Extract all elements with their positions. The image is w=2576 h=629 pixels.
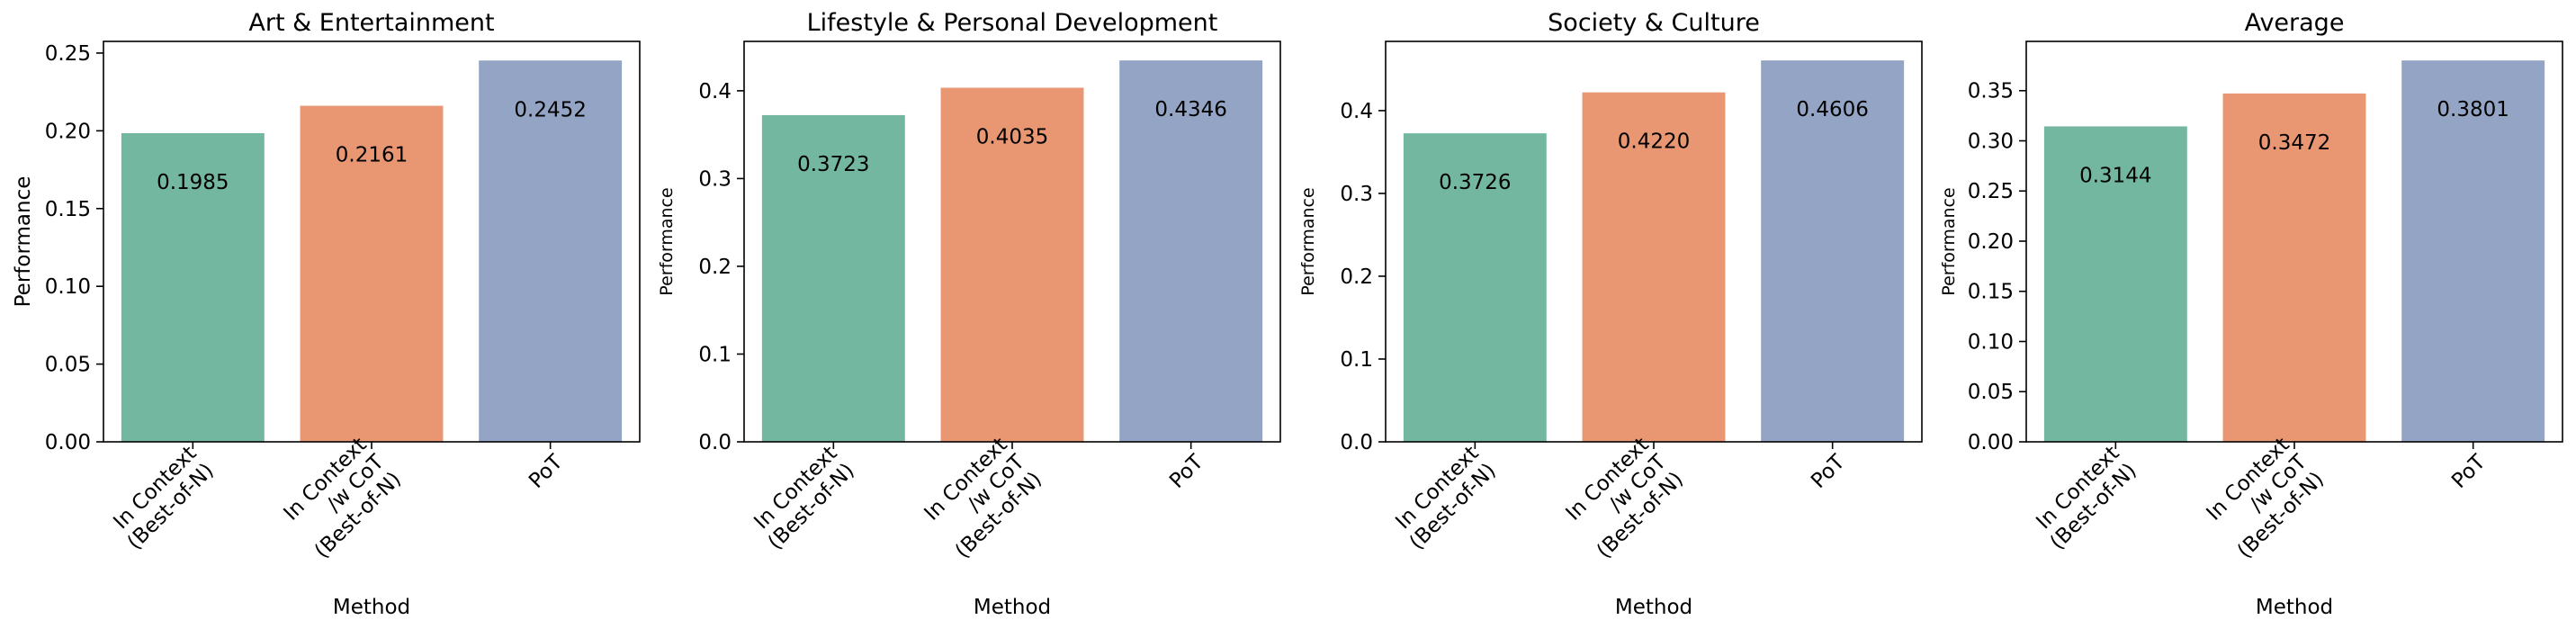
bar-value-label: 0.3726 bbox=[1439, 171, 1511, 194]
x-axis-label: Method bbox=[1615, 596, 1692, 619]
chart-title: Lifestyle & Personal Development bbox=[807, 9, 1218, 37]
x-tick-label: In Context/w CoT(Best-of-N) bbox=[2199, 433, 2329, 563]
x-tick-label: In Context/w CoT(Best-of-N) bbox=[917, 433, 1047, 563]
y-tick-label: 0.0 bbox=[698, 431, 732, 454]
y-tick-label: 0.05 bbox=[1968, 381, 2014, 404]
bar-1 bbox=[761, 114, 905, 442]
y-tick-label: 0.4 bbox=[1340, 100, 1373, 123]
x-tick-label: In Context/w CoT(Best-of-N) bbox=[276, 433, 407, 563]
y-tick-label: 0.10 bbox=[45, 275, 91, 299]
x-tick-label: PoT bbox=[525, 450, 568, 493]
bar-value-label: 0.3723 bbox=[797, 153, 869, 176]
y-tick-label: 0.00 bbox=[45, 431, 91, 454]
x-tick-label: PoT bbox=[1165, 450, 1208, 493]
bar-value-label: 0.4035 bbox=[976, 125, 1048, 148]
x-axis-label: Method bbox=[333, 596, 410, 619]
y-axis-label: Performance bbox=[12, 176, 35, 308]
y-tick-label: 0.0 bbox=[1340, 431, 1373, 454]
bar-value-label: 0.2161 bbox=[336, 144, 408, 167]
bar-value-label: 0.4220 bbox=[1618, 130, 1690, 154]
chart-panel-1: 0.1985 0.2161 0.2452 0.00 0.05 0.10 0.15 0.20 0.… bbox=[12, 9, 641, 619]
y-tick-label: 0.1 bbox=[698, 343, 732, 366]
chart-panel-2: 0.3723 0.4035 0.4346 0.0 0.1 0.2 0.3 0.4 In Cont… bbox=[657, 9, 1281, 619]
chart-panel-4: 0.3144 0.3472 0.3801 0.00 0.05 0.10 0.15 0.20 0.… bbox=[1939, 9, 2563, 619]
bar-3 bbox=[1761, 60, 1905, 442]
bar-value-label: 0.4606 bbox=[1796, 98, 1868, 121]
x-tick-label: In Context/w CoT(Best-of-N) bbox=[1558, 433, 1689, 563]
bar-2 bbox=[300, 105, 444, 443]
bar-1 bbox=[121, 132, 265, 442]
y-tick-label: 0.15 bbox=[45, 198, 91, 221]
x-tick-label: In Context(Best-of-N) bbox=[1388, 442, 1501, 554]
bar-3 bbox=[479, 60, 623, 442]
bar-3 bbox=[1119, 60, 1263, 443]
bar-value-label: 0.3472 bbox=[2258, 131, 2330, 155]
y-tick-label: 0.05 bbox=[45, 354, 91, 377]
y-tick-label: 0.30 bbox=[1968, 130, 2014, 153]
y-tick-label: 0.00 bbox=[1968, 431, 2014, 454]
y-tick-label: 0.3 bbox=[698, 167, 732, 191]
y-tick-label: 0.15 bbox=[1968, 281, 2014, 304]
y-tick-label: 0.2 bbox=[698, 256, 732, 279]
x-tick-label: PoT bbox=[1807, 450, 1850, 493]
x-axis-label: Method bbox=[2256, 596, 2333, 619]
y-axis-label: Performance bbox=[657, 187, 677, 295]
x-tick-label: In Context(Best-of-N) bbox=[747, 442, 859, 554]
x-tick-label: In Context(Best-of-N) bbox=[2029, 442, 2141, 554]
bar-1 bbox=[1403, 133, 1547, 442]
y-tick-label: 0.3 bbox=[1340, 183, 1373, 206]
bar-value-label: 0.1985 bbox=[157, 171, 229, 194]
y-tick-label: 0.35 bbox=[1968, 80, 2014, 103]
y-tick-label: 0.4 bbox=[698, 80, 732, 103]
bar-2 bbox=[940, 87, 1084, 443]
chart-title: Art & Entertainment bbox=[248, 9, 494, 37]
bar-1 bbox=[2043, 126, 2187, 443]
bar-value-label: 0.4346 bbox=[1154, 98, 1226, 121]
y-axis-label: Performance bbox=[1298, 187, 1318, 295]
y-tick-label: 0.1 bbox=[1340, 348, 1373, 372]
bar-value-label: 0.3144 bbox=[2079, 164, 2151, 187]
y-tick-label: 0.20 bbox=[1968, 230, 2014, 254]
y-tick-label: 0.20 bbox=[45, 120, 91, 143]
y-tick-label: 0.25 bbox=[1968, 180, 2014, 203]
bar-2 bbox=[1582, 92, 1726, 442]
bar-value-label: 0.3801 bbox=[2437, 98, 2509, 121]
bar-2 bbox=[2222, 93, 2366, 442]
chart-title: Average bbox=[2245, 9, 2345, 37]
y-tick-label: 0.25 bbox=[45, 42, 91, 66]
y-tick-label: 0.2 bbox=[1340, 265, 1373, 289]
y-tick-label: 0.10 bbox=[1968, 330, 2014, 354]
bar-value-label: 0.2452 bbox=[514, 98, 586, 121]
y-axis-label: Performance bbox=[1939, 187, 1959, 295]
x-axis-label: Method bbox=[974, 596, 1051, 619]
x-tick-label: In Context(Best-of-N) bbox=[106, 442, 219, 554]
chart-panel-3: 0.3726 0.4220 0.4606 0.0 0.1 0.2 0.3 0.4 In Cont… bbox=[1298, 9, 1923, 619]
bar-3 bbox=[2401, 60, 2545, 442]
x-tick-label: PoT bbox=[2447, 450, 2491, 493]
chart-title: Society & Culture bbox=[1548, 9, 1760, 37]
